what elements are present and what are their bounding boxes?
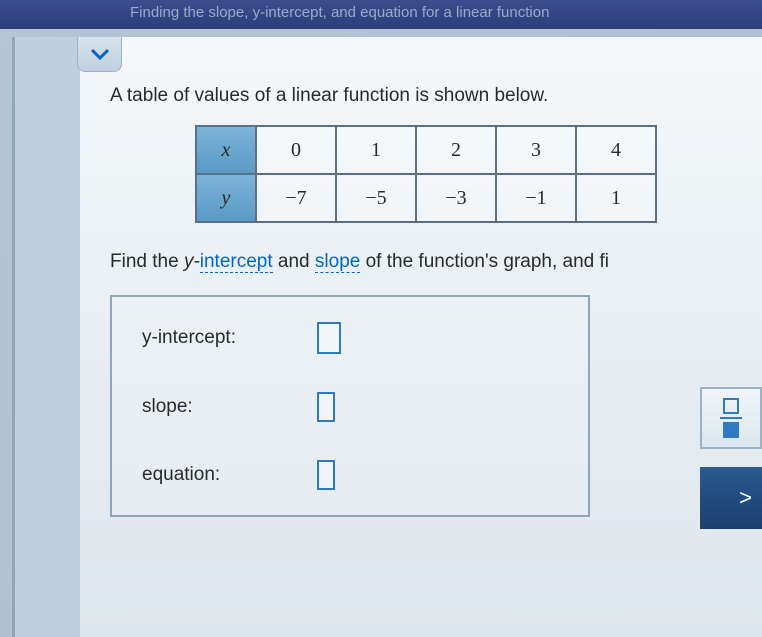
- chevron-down-icon: [90, 47, 110, 61]
- page-title: Finding the slope, y-intercept, and equa…: [130, 4, 549, 21]
- slope-input[interactable]: [317, 392, 335, 422]
- slope-link[interactable]: slope: [315, 251, 360, 273]
- answer-row-slope: slope:: [142, 392, 558, 422]
- table-cell: −5: [336, 174, 416, 222]
- table-row: y −7 −5 −3 −1 1: [196, 174, 656, 222]
- table-row: x 0 1 2 3 4: [196, 126, 656, 174]
- next-button[interactable]: >: [700, 467, 762, 529]
- table-cell: 3: [496, 126, 576, 174]
- question-text: Find the y-intercept and slope of the fu…: [80, 251, 762, 295]
- question-y: y-: [184, 251, 200, 272]
- table-cell: −7: [256, 174, 336, 222]
- slope-label: slope:: [142, 396, 317, 418]
- fraction-icon: [720, 398, 742, 438]
- table-cell: 0: [256, 126, 336, 174]
- side-panel: >: [700, 387, 762, 529]
- answer-box: y-intercept: slope: equation:: [110, 295, 590, 517]
- question-mid: and: [273, 251, 315, 272]
- table-cell: 1: [576, 174, 656, 222]
- equation-input[interactable]: [317, 460, 335, 490]
- intercept-link[interactable]: intercept: [200, 251, 273, 273]
- answer-row-equation: equation:: [142, 460, 558, 490]
- content-area: A table of values of a linear function i…: [80, 37, 762, 637]
- outer-frame: A table of values of a linear function i…: [12, 37, 762, 637]
- table-cell: −1: [496, 174, 576, 222]
- top-bar: Finding the slope, y-intercept, and equa…: [0, 0, 762, 29]
- table-cell: 1: [336, 126, 416, 174]
- collapse-button[interactable]: [77, 37, 122, 72]
- intro-text: A table of values of a linear function i…: [80, 37, 762, 125]
- table-cell: −3: [416, 174, 496, 222]
- question-suffix: of the function's graph, and fi: [360, 251, 609, 272]
- table-cell: 2: [416, 126, 496, 174]
- yintercept-input[interactable]: [317, 322, 341, 354]
- values-table: x 0 1 2 3 4 y −7 −5 −3 −1 1: [195, 125, 657, 223]
- table-cell: 4: [576, 126, 656, 174]
- row-header-x: x: [196, 126, 256, 174]
- row-header-y: y: [196, 174, 256, 222]
- equation-label: equation:: [142, 464, 317, 486]
- fraction-button[interactable]: [700, 387, 762, 449]
- question-prefix: Find the: [110, 251, 184, 272]
- answer-row-yintercept: y-intercept:: [142, 322, 558, 354]
- yintercept-label: y-intercept:: [142, 327, 317, 349]
